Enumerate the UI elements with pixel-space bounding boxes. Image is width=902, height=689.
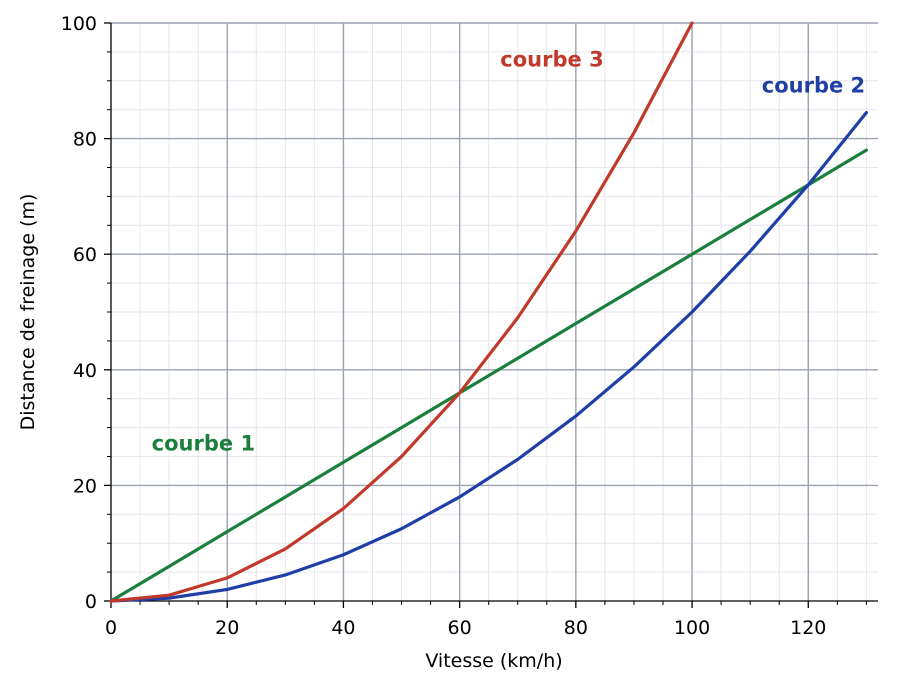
y-tick-label: 60 xyxy=(73,244,97,266)
x-tick-label: 40 xyxy=(331,617,355,639)
series-line-3 xyxy=(109,21,694,603)
minor-grid xyxy=(111,23,878,601)
y-tick-label: 100 xyxy=(61,13,97,35)
y-tick-label: 0 xyxy=(85,591,97,613)
series-labels: courbe 1 courbe 2 courbe 3 xyxy=(152,47,866,455)
x-tick-label: 60 xyxy=(448,617,472,639)
series-line-2 xyxy=(109,110,868,603)
y-tick-label: 80 xyxy=(73,129,97,151)
series-line-1 xyxy=(109,148,868,603)
y-axis-title: Distance de freinage (m) xyxy=(17,194,39,431)
x-tick-label: 0 xyxy=(105,617,117,639)
series-label-2: courbe 2 xyxy=(762,73,865,97)
x-tick-label: 80 xyxy=(564,617,588,639)
y-tick-label: 20 xyxy=(73,475,97,497)
x-tick-label: 100 xyxy=(674,617,710,639)
x-tick-label: 120 xyxy=(790,617,826,639)
y-tick-label: 40 xyxy=(73,360,97,382)
series-label-1: courbe 1 xyxy=(152,432,255,456)
ticks: 0 20 40 60 80 100 120 0 20 40 60 80 100 xyxy=(61,13,867,639)
series-lines xyxy=(109,21,868,603)
major-grid xyxy=(111,22,878,601)
x-axis-title: Vitesse (km/h) xyxy=(425,650,562,672)
x-tick-label: 20 xyxy=(215,617,239,639)
series-label-3: courbe 3 xyxy=(500,47,603,71)
